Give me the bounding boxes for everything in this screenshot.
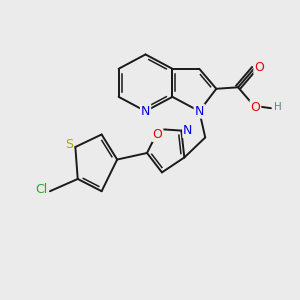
Text: N: N (195, 105, 204, 118)
Text: Cl: Cl (35, 183, 48, 196)
Text: O: O (152, 128, 162, 141)
Text: S: S (65, 137, 73, 151)
Text: H: H (274, 102, 281, 112)
Text: N: N (141, 105, 150, 118)
Text: O: O (254, 61, 264, 74)
Text: N: N (183, 124, 193, 137)
Text: O: O (250, 101, 260, 114)
